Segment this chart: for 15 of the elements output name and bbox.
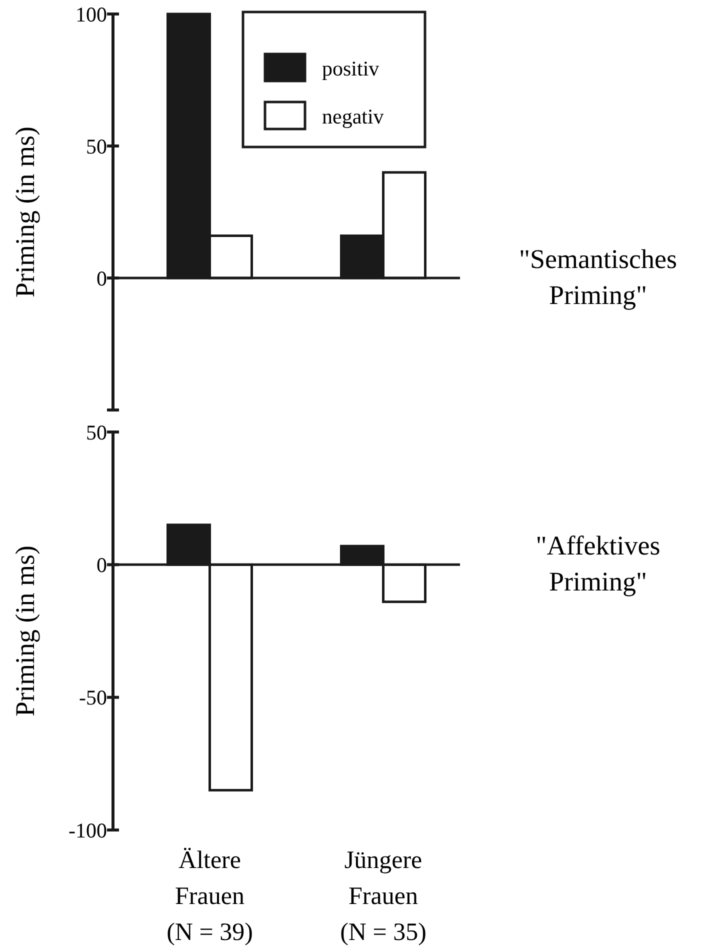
y-tick-label: -100 (68, 818, 107, 842)
y-axis-title: Priming (in ms) (10, 126, 40, 298)
x-tick-label: Jüngere Frauen (N = 35) (340, 847, 426, 946)
x-tick-label: Ältere Frauen (N = 39) (166, 847, 253, 946)
y-axis-title: Priming (in ms) (10, 545, 40, 717)
y-tick-label: 100 (76, 2, 107, 26)
y-tick-label: 50 (86, 420, 107, 444)
legend-label: negativ (322, 104, 384, 128)
text: "Affektives Priming" (536, 530, 660, 597)
legend-label: positiv (322, 56, 380, 80)
y-tick-label: 50 (86, 134, 107, 158)
y-tick-label: 0 (96, 553, 107, 578)
y-tick-label: 0 (96, 266, 107, 290)
y-tick-label: -50 (79, 686, 107, 710)
text: "Semantisches Priming" (519, 244, 677, 310)
